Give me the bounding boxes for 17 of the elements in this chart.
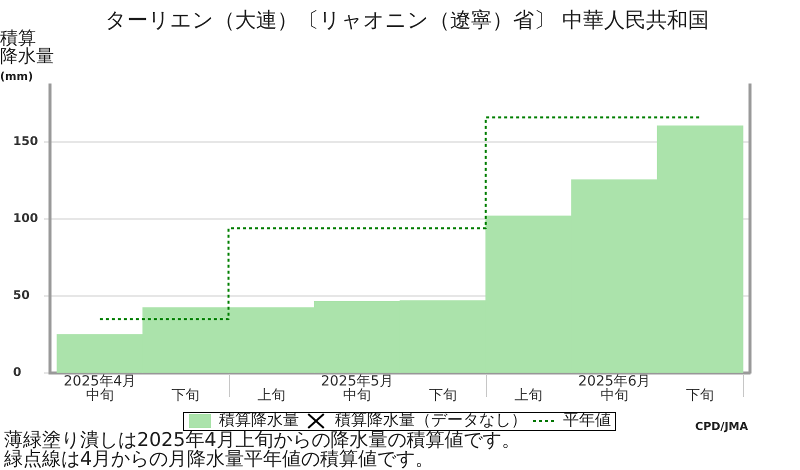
- x-tick-label: 2025年4月中旬: [64, 374, 136, 404]
- y-tick-label: 100: [13, 211, 38, 226]
- y-tick-label: 0: [13, 365, 22, 380]
- y-axis-title: 積算降水量(mm): [0, 28, 54, 85]
- text: CPD/JMA: [695, 420, 748, 433]
- x-tick-label: 下旬: [172, 388, 200, 404]
- x-tick-label: 上旬: [514, 388, 543, 404]
- x-tick-label: 2025年5月中旬: [320, 374, 394, 404]
- chart-title: ターリエン（大連）〔リャオニン（遼寧）省〕 中華人民共和国: [105, 8, 709, 32]
- legend-label: 平年値: [563, 410, 611, 430]
- y-tick-label: 50: [13, 288, 30, 302]
- text: 緑点線は4月からの月降水量平年値の積算値です。: [4, 448, 434, 470]
- x-tick-label: 下旬: [428, 388, 457, 404]
- x-tick-label: 上旬: [257, 388, 286, 404]
- x-tick-label: 2025年6月中旬: [578, 374, 651, 404]
- y-tick-label: 150: [13, 134, 38, 148]
- x-tick-label: 下旬: [686, 388, 714, 404]
